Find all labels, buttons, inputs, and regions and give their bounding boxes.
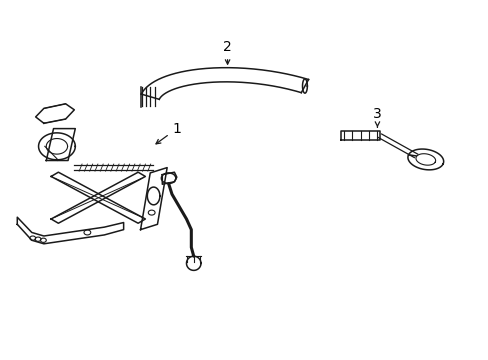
Text: 3: 3 [372, 107, 381, 127]
Text: 2: 2 [223, 40, 231, 64]
Text: 1: 1 [156, 122, 181, 144]
